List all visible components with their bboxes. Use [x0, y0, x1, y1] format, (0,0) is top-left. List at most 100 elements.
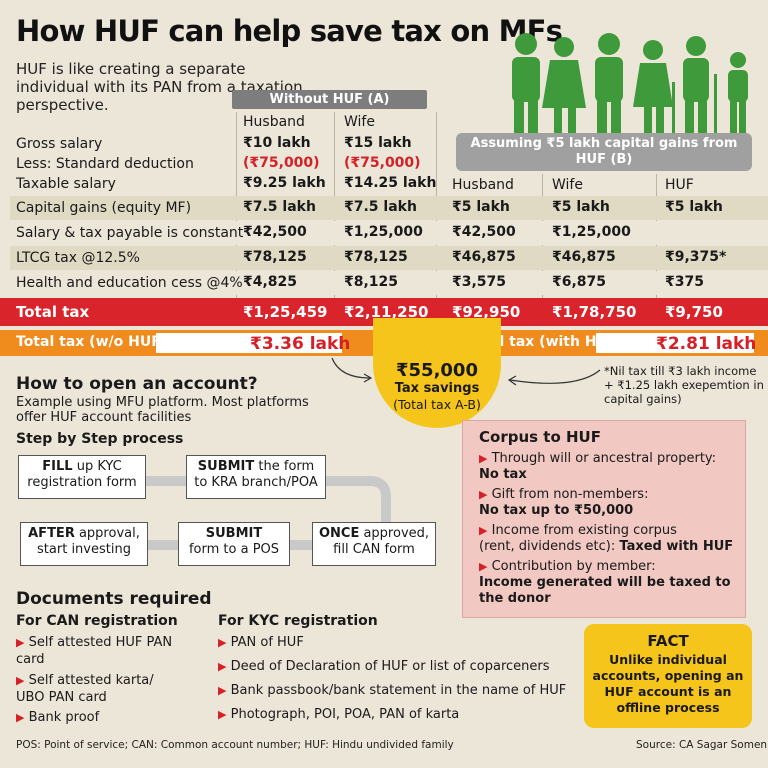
cell: ₹1,25,000 [552, 224, 631, 240]
cell: ₹78,125 [344, 249, 408, 265]
total-with-box: ₹2.81 lakh [596, 333, 757, 354]
steps-heading: Step by Step process [16, 431, 184, 447]
bullet-icon: ▶ [479, 524, 488, 537]
cell: ₹3,575 [452, 274, 507, 290]
row-label: Salary & tax payable is constant [16, 225, 244, 241]
bullet-icon: ▶ [218, 684, 227, 697]
step-after-approval: AFTER approval, start investing [20, 522, 148, 566]
open-account-desc: Example using MFU platform. Most platfor… [16, 395, 309, 425]
cell: ₹46,875 [552, 249, 616, 265]
kyc-heading: For KYC registration [218, 613, 378, 629]
step-submit-pos: SUBMIT form to a POS [178, 522, 290, 566]
step-text: approval, [74, 526, 140, 541]
open-account-heading: How to open an account? [16, 374, 258, 394]
step-text: registration form [27, 475, 137, 490]
bullet-icon: ▶ [218, 708, 227, 721]
row-label: Taxable salary [16, 176, 116, 192]
step-fill-kyc: FILL up KYC registration form [18, 455, 146, 499]
step-submit-kra: SUBMIT the form to KRA branch/POA [186, 455, 326, 499]
cell: ₹4,825 [243, 274, 298, 290]
can-item: ▶ Bank proof [16, 710, 100, 725]
row-band [10, 246, 768, 270]
bullet-icon: ▶ [16, 711, 25, 724]
step-text: to KRA branch/POA [194, 475, 318, 490]
cell: ₹375 [665, 274, 704, 290]
row-label: Capital gains (equity MF) [16, 200, 192, 216]
savings-badge [373, 318, 501, 428]
cell: ₹8,125 [344, 274, 399, 290]
cell: ₹1,78,750 [552, 303, 637, 321]
cell: ₹7.5 lakh [243, 199, 316, 215]
row-label: Health and education cess @4% [16, 275, 243, 291]
total-with-label: Total tax (with HUF) [466, 334, 624, 350]
step-once-approved: ONCE approved, fill CAN form [312, 522, 436, 566]
kyc-item: ▶ PAN of HUF [218, 635, 304, 650]
step-text: the form [254, 459, 315, 474]
cell: ₹42,500 [452, 224, 516, 240]
page-title: How HUF can help save tax on MFs [16, 14, 563, 48]
cell: ₹9.25 lakh [243, 175, 326, 191]
cell: ₹5 lakh [552, 199, 610, 215]
nil-tax-note: *Nil tax till ₹3 lakh income + ₹1.25 lak… [604, 364, 764, 406]
cell: ₹42,500 [243, 224, 307, 240]
header-with-huf: Assuming ₹5 lakh capital gains from HUF … [456, 133, 752, 171]
corpus-heading: Corpus to HUF [479, 428, 601, 446]
cell: ₹2,11,250 [344, 303, 429, 321]
corpus-result: No tax [479, 467, 527, 482]
row-band [10, 271, 768, 295]
kyc-item: ▶ Deed of Declaration of HUF or list of … [218, 659, 550, 674]
total-wo-value: ₹3.36 lakh [250, 334, 351, 354]
col-wife-a: Wife [344, 114, 375, 130]
col-huf-b: HUF [665, 177, 694, 193]
step-bold: FILL [42, 459, 73, 474]
can-item: card [16, 652, 45, 667]
corpus-item: ▶ Contribution by member: [479, 559, 656, 574]
corpus-box: Corpus to HUF ▶ Through will or ancestra… [462, 420, 746, 618]
cell: ₹14.25 lakh [344, 175, 437, 191]
kyc-item: ▶ Photograph, POI, POA, PAN of karta [218, 707, 460, 722]
footer-abbreviations: POS: Point of service; CAN: Common accou… [16, 739, 454, 751]
bullet-icon: ▶ [479, 560, 488, 573]
row-label: Less: Standard deduction [16, 156, 194, 172]
arrow-icon [507, 369, 601, 386]
cell: ₹46,875 [452, 249, 516, 265]
can-item: UBO PAN card [16, 690, 107, 705]
corpus-item: ▶ Income from existing corpus [479, 523, 677, 538]
corpus-result: Income generated will be taxed to [479, 575, 731, 590]
step-bold: SUBMIT [197, 459, 255, 474]
documents-heading: Documents required [16, 589, 212, 609]
fact-heading: FACT [647, 632, 689, 650]
cell: ₹7.5 lakh [344, 199, 417, 215]
subtitle: HUF is like creating a separate individu… [16, 60, 303, 114]
total-wo-label: Total tax (w/o HUF) [16, 334, 168, 350]
can-item: ▶ Self attested HUF PAN [16, 635, 173, 650]
cell: ₹1,25,000 [344, 224, 423, 240]
bullet-icon: ▶ [16, 636, 25, 649]
cell: ₹6,875 [552, 274, 607, 290]
col-husband-b: Husband [452, 177, 514, 193]
cell: ₹1,25,459 [243, 303, 328, 321]
corpus-item: ▶ Through will or ancestral property: [479, 451, 717, 466]
step-bold: ONCE [318, 526, 360, 541]
cell: ₹9,750 [665, 303, 723, 321]
bullet-icon: ▶ [16, 674, 25, 687]
step-text: up KYC [72, 459, 122, 474]
total-wo-box: ₹3.36 lakh [156, 333, 350, 354]
footer-source: Source: CA Sagar Somen [636, 739, 768, 751]
step-bold: SUBMIT [205, 526, 263, 541]
step-text: approved, [359, 526, 430, 541]
cell: (₹75,000) [344, 155, 421, 171]
bullet-icon: ▶ [479, 488, 488, 501]
can-item: ▶ Self attested karta/ [16, 673, 154, 688]
bullet-icon: ▶ [218, 636, 227, 649]
can-heading: For CAN registration [16, 613, 178, 629]
savings-label: Tax savings [394, 381, 480, 396]
savings-amount: ₹55,000 [396, 360, 478, 381]
family-illustration [512, 33, 748, 134]
cell: ₹10 lakh [243, 135, 311, 151]
corpus-result: No tax up to ₹50,000 [479, 503, 634, 518]
total-with-value: ₹2.81 lakh [656, 334, 757, 354]
cell: ₹5 lakh [452, 199, 510, 215]
row-label: LTCG tax @12.5% [16, 250, 140, 266]
row-band [10, 221, 768, 245]
